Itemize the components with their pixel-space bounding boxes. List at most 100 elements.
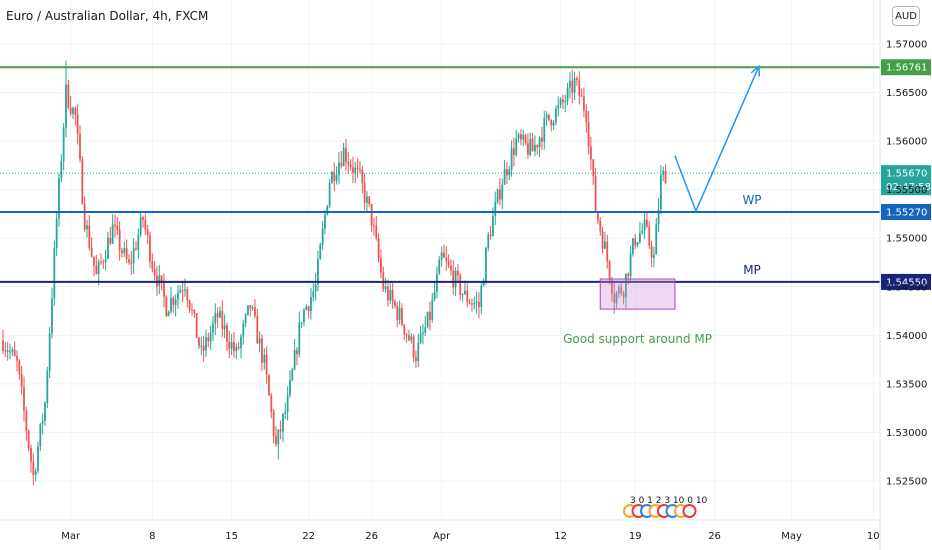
candle-body <box>46 371 49 403</box>
candle-body <box>482 281 485 287</box>
candle-body <box>167 311 170 317</box>
candle-body <box>88 225 91 248</box>
candle-body <box>39 423 42 447</box>
candle-body <box>165 296 168 317</box>
candle-body <box>242 323 245 337</box>
x-tick-label: May <box>781 531 802 542</box>
candle-body <box>643 219 646 231</box>
candle-body <box>613 294 616 304</box>
support-annotation-text: Good support around MP <box>563 332 712 346</box>
candle-body <box>555 108 557 123</box>
candle-body <box>377 238 380 259</box>
candle-body <box>398 307 401 320</box>
candle-body <box>452 270 455 288</box>
candle-body <box>326 205 329 215</box>
candle-body <box>254 307 256 317</box>
candle-body <box>188 300 191 310</box>
candle-body <box>387 286 389 301</box>
candle-body <box>522 134 525 140</box>
events-badges[interactable]: 3 0 1 2 3 10 0 10 <box>623 496 708 518</box>
candle-body <box>69 107 72 114</box>
time-axis[interactable]: Mar 8 15 22 26 Apr 12 19 26 May 10 <box>0 519 880 542</box>
candle-body <box>436 274 438 292</box>
candle-body <box>650 245 653 258</box>
candle-body <box>86 225 88 230</box>
projection-arrow[interactable] <box>674 66 760 214</box>
candle-body <box>53 247 56 299</box>
candle-body <box>191 309 193 311</box>
candle-body <box>104 258 107 263</box>
candle-body <box>235 346 238 352</box>
y-tick-label: 1.53500 <box>886 379 927 390</box>
support-zone-box[interactable] <box>599 278 676 310</box>
candle-body <box>163 281 165 297</box>
candle-body <box>550 119 553 126</box>
candle-body <box>237 346 240 349</box>
candle-body <box>41 421 44 424</box>
candle-body <box>212 323 214 333</box>
candle-body <box>32 461 35 475</box>
candle-body <box>506 169 508 176</box>
candle-body <box>58 177 60 219</box>
candle-body <box>261 338 263 363</box>
candle-body <box>44 402 46 422</box>
candle-body <box>571 80 574 93</box>
candle-body <box>62 127 65 161</box>
candle-body <box>564 101 567 103</box>
candle-body <box>615 292 618 304</box>
x-tick-label: 15 <box>225 531 238 542</box>
candle-body <box>174 299 177 305</box>
candle-body <box>569 80 571 88</box>
chart-title: Euro / Australian Dollar, 4h, FXCM <box>6 9 209 23</box>
candle-body <box>641 230 644 234</box>
candle-body <box>198 337 200 347</box>
candle-body <box>125 247 128 260</box>
candle-body <box>132 248 135 264</box>
candle-body <box>123 247 126 253</box>
candle-body <box>466 290 469 303</box>
candle-body <box>359 168 361 170</box>
price-axis[interactable]: 1.57000 1.56500 1.56000 1.55500 1.55000 1.545… <box>879 0 927 550</box>
candle-body <box>153 268 156 276</box>
candle-body <box>648 226 651 246</box>
candle-body <box>282 414 284 432</box>
candle-body <box>151 261 154 269</box>
candle-body <box>90 247 93 257</box>
candle-body <box>184 289 186 291</box>
currency-button[interactable]: AUD <box>892 6 920 26</box>
candle-body <box>228 341 231 349</box>
candle-body <box>501 184 504 200</box>
candle-body <box>503 169 506 185</box>
candle-body <box>625 273 627 298</box>
candle-body <box>580 95 583 97</box>
candle-body <box>627 273 630 277</box>
event-icon[interactable] <box>682 504 697 518</box>
candle-body <box>65 84 67 128</box>
current-price-label: 1.55670 <box>886 169 927 180</box>
candle-body <box>263 354 266 363</box>
horizontal-levels[interactable]: 1.56761 1.55670 02:47:58 1.55270 1.54550 <box>0 59 931 290</box>
candle-body <box>480 286 483 308</box>
candle-body <box>361 169 364 184</box>
candle-body <box>256 316 259 344</box>
candle-body <box>653 254 655 258</box>
candle-body <box>6 350 9 352</box>
candle-body <box>422 332 424 334</box>
x-tick-label: 26 <box>365 531 378 542</box>
candle-body <box>562 99 564 103</box>
candle-body <box>118 229 121 251</box>
x-tick-label: 22 <box>302 531 315 542</box>
candle-body <box>429 311 431 321</box>
candle-body <box>116 225 119 230</box>
candle-body <box>431 299 434 321</box>
level-badge-mp: 1.54550 <box>881 273 931 290</box>
x-tick-label: 19 <box>629 531 642 542</box>
current-price-badge: 1.55670 02:47:58 <box>881 165 931 196</box>
candle-body <box>471 303 473 305</box>
candle-body <box>354 167 357 173</box>
candle-body <box>636 242 639 246</box>
candle-body <box>496 189 499 203</box>
candle-body <box>137 235 140 250</box>
